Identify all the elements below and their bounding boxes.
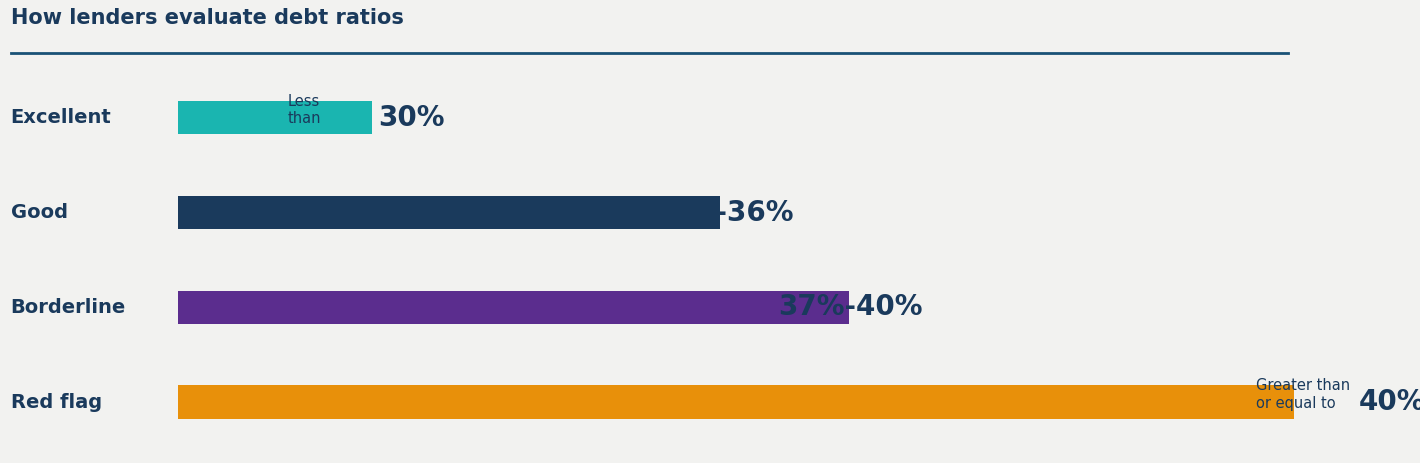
FancyBboxPatch shape: [179, 101, 372, 134]
Text: 37%-40%: 37%-40%: [778, 293, 923, 321]
Text: Less
than: Less than: [288, 94, 321, 126]
Text: 40%: 40%: [1359, 388, 1420, 416]
Text: Red flag: Red flag: [10, 393, 102, 412]
Text: 30%: 30%: [378, 104, 444, 132]
Text: Borderline: Borderline: [10, 298, 126, 317]
FancyBboxPatch shape: [179, 291, 849, 324]
Text: Excellent: Excellent: [10, 108, 111, 127]
FancyBboxPatch shape: [179, 196, 720, 229]
Text: 30%-36%: 30%-36%: [649, 199, 794, 226]
FancyBboxPatch shape: [179, 385, 1314, 419]
Text: How lenders evaluate debt ratios: How lenders evaluate debt ratios: [10, 8, 403, 28]
Text: Greater than
or equal to: Greater than or equal to: [1255, 378, 1350, 411]
Text: Good: Good: [10, 203, 68, 222]
